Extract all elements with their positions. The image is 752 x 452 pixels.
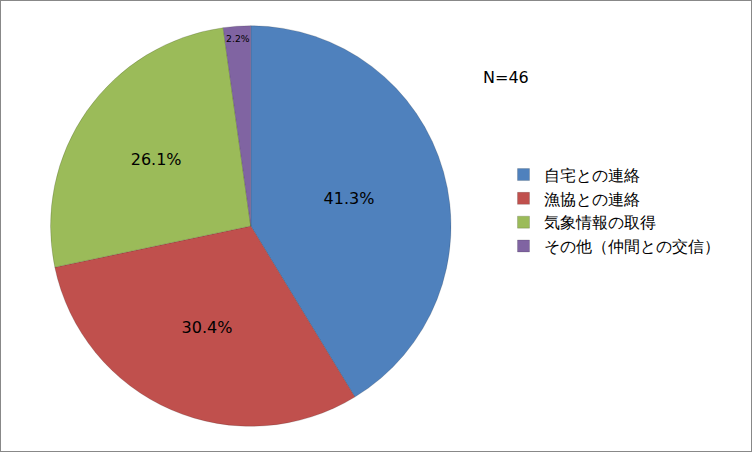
svg-text:30.4%: 30.4% (182, 318, 233, 337)
svg-text:気象情報の取得: 気象情報の取得 (544, 213, 656, 232)
svg-text:41.3%: 41.3% (324, 189, 375, 208)
svg-text:その他（仲間との交信）: その他（仲間との交信） (544, 237, 720, 256)
svg-text:自宅との連絡: 自宅との連絡 (544, 166, 640, 185)
svg-text:2.2%: 2.2% (226, 33, 250, 44)
svg-text:N=46: N=46 (483, 68, 529, 87)
svg-text:26.1%: 26.1% (131, 150, 182, 169)
svg-text:漁協との連絡: 漁協との連絡 (544, 190, 640, 209)
